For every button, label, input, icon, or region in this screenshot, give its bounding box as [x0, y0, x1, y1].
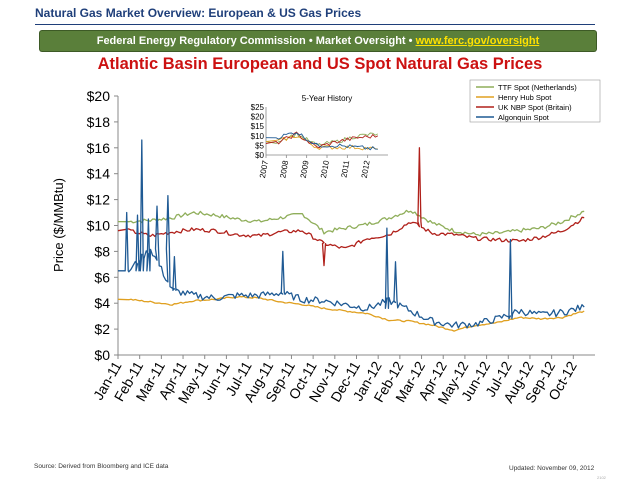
inset-y-tick-label: $10 [251, 132, 265, 141]
source-note: Source: Derived from Bloomberg and ICE d… [34, 463, 169, 470]
series-line-ttf-spot-netherlands [117, 209, 585, 237]
inset-y-tick-label: $5 [255, 141, 264, 150]
y-tick-label: $8 [94, 243, 110, 259]
inset-x-tick-label: 2007 [258, 159, 270, 179]
y-axis-label: Price ($/MMBtu) [51, 178, 66, 272]
y-tick-label: $2 [94, 321, 110, 337]
y-tick-label: $6 [94, 269, 110, 285]
y-tick-label: $12 [87, 192, 111, 208]
inset-x-tick-label: 2010 [319, 159, 331, 179]
inset-series-line-algonquin-spot [265, 132, 378, 151]
series-line-henry-hub-spot [117, 295, 585, 332]
inset-y-tick-label: $20 [251, 113, 265, 122]
series-line-algonquin-spot [118, 139, 585, 329]
header-divider [35, 24, 595, 25]
inset-x-tick-label: 2008 [278, 159, 290, 179]
banner-text: Federal Energy Regulatory Commission • M… [96, 35, 416, 47]
inset-y-tick-label: $0 [255, 151, 264, 160]
inset-series-line-ttf-spot-netherlands [265, 131, 378, 147]
y-tick-label: $14 [87, 166, 111, 182]
inset-title: 5-Year History [302, 94, 352, 103]
series-line-uk-nbp-spot-britain [117, 147, 585, 267]
inset-y-tick-label: $25 [251, 103, 265, 112]
page-header-title: Natural Gas Market Overview: European & … [35, 6, 362, 20]
inset-series-line-henry-hub-spot [265, 135, 378, 151]
inset-x-tick-label: 2009 [299, 159, 311, 179]
inset-series-line-uk-nbp-spot-britain [265, 131, 379, 149]
inset-y-tick-label: $15 [251, 122, 265, 131]
y-tick-label: $20 [87, 88, 111, 104]
chart-title: Atlantic Basin European and US Spot Natu… [97, 55, 543, 73]
inset-x-tick-label: 2012 [360, 159, 372, 179]
y-tick-label: $18 [87, 114, 111, 130]
y-tick-label: $10 [87, 218, 111, 234]
legend-label: UK NBP Spot (Britain) [498, 103, 572, 112]
oversight-link[interactable]: www.ferc.gov/oversight [415, 35, 540, 47]
ferc-banner: Federal Energy Regulatory Commission • M… [40, 31, 596, 51]
y-tick-label: $4 [94, 295, 110, 311]
y-tick-label: $16 [87, 140, 111, 156]
updated-date: Updated: November 09, 2012 [509, 465, 595, 472]
legend-label: Henry Hub Spot [498, 93, 552, 102]
inset-x-tick-label: 2011 [339, 159, 351, 178]
page-number: 2102 [597, 475, 606, 480]
y-tick-label: $0 [94, 347, 110, 363]
legend-label: TTF Spot (Netherlands) [498, 83, 577, 92]
legend-label: Algonquin Spot [498, 113, 550, 122]
